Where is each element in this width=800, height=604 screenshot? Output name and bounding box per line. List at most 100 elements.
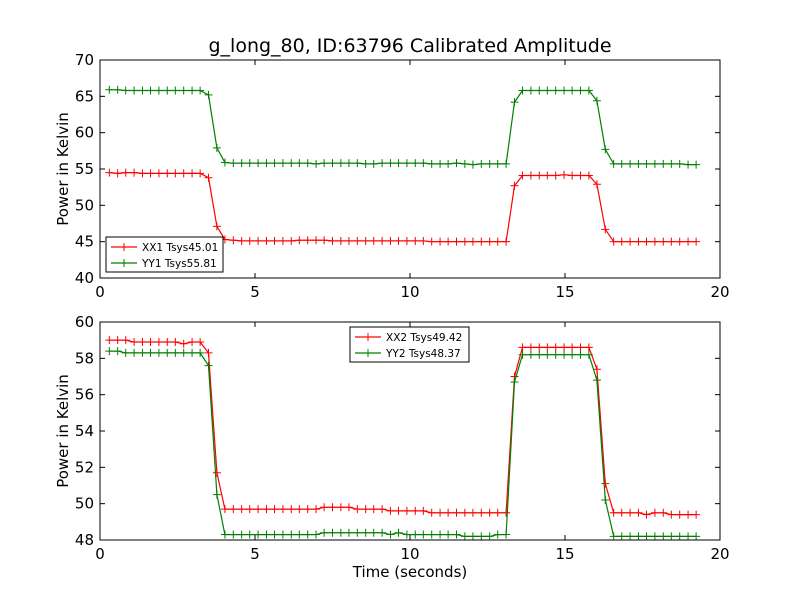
data-point (130, 168, 139, 177)
data-point (196, 348, 205, 357)
x-tick-label: 15 (555, 545, 574, 563)
data-point (667, 159, 676, 168)
data-point (518, 86, 527, 95)
data-point (295, 236, 304, 245)
data-point (163, 348, 172, 357)
data-point (138, 337, 147, 346)
data-point (344, 236, 353, 245)
data-point (386, 236, 395, 245)
data-point (510, 377, 519, 386)
x-tick-label: 10 (400, 283, 419, 301)
data-point (444, 508, 453, 517)
data-point (543, 343, 552, 352)
data-point (320, 159, 329, 168)
y-tick-label: 56 (75, 386, 94, 404)
data-point (510, 98, 519, 107)
data-point (229, 236, 238, 245)
data-point (477, 508, 486, 517)
data-point (212, 490, 221, 499)
y-tick-label: 70 (75, 51, 94, 69)
data-point (584, 343, 593, 352)
data-point (303, 159, 312, 168)
data-point (526, 171, 535, 180)
data-point (212, 222, 221, 231)
data-point (560, 170, 569, 179)
y-tick-label: 60 (75, 313, 94, 331)
chart-title: g_long_80, ID:63796 Calibrated Amplitude (208, 35, 611, 57)
data-point (436, 508, 445, 517)
data-point (171, 348, 180, 357)
data-point (576, 86, 585, 95)
x-tick-label: 0 (95, 283, 105, 301)
data-point (460, 532, 469, 541)
data-point (154, 348, 163, 357)
data-point (196, 169, 205, 178)
data-point (493, 530, 502, 539)
legend-label: XX1 Tsys45.01 (142, 242, 218, 254)
series-line-1 (109, 339, 697, 516)
data-point (543, 350, 552, 359)
data-point (138, 348, 147, 357)
data-point (146, 169, 155, 178)
data-point (692, 160, 701, 169)
data-point (179, 86, 188, 95)
data-point (229, 505, 238, 514)
data-point (336, 528, 345, 537)
data-point (560, 350, 569, 359)
data-point (188, 337, 197, 346)
y-tick-label: 65 (75, 87, 94, 105)
data-point (105, 85, 114, 94)
data-point (535, 343, 544, 352)
data-point (543, 171, 552, 180)
data-point (270, 530, 279, 539)
data-point (675, 237, 684, 246)
data-point (320, 528, 329, 537)
data-point (675, 532, 684, 541)
data-point (121, 336, 130, 345)
data-point (609, 237, 618, 246)
data-point (394, 528, 403, 537)
data-point (411, 236, 420, 245)
legend-label: YY1 Tsys55.81 (141, 258, 217, 270)
data-point (130, 348, 139, 357)
data-point (113, 347, 122, 356)
data-point (592, 376, 601, 385)
y-tick-label: 58 (75, 349, 94, 367)
data-point (626, 237, 635, 246)
data-point (560, 86, 569, 95)
x-tick-label: 10 (400, 545, 419, 563)
legend: XX1 Tsys45.01 YY1 Tsys55.81 (105, 236, 224, 273)
data-point (493, 508, 502, 517)
data-point (361, 236, 370, 245)
data-point (634, 532, 643, 541)
data-point (535, 171, 544, 180)
legend: XX2 Tsys49.42 YY2 Tsys48.37 (349, 326, 470, 363)
data-point (485, 508, 494, 517)
data-point (386, 530, 395, 539)
series-line-2 (109, 350, 697, 538)
data-point (601, 479, 610, 488)
data-point (204, 348, 213, 357)
y-tick-label: 48 (75, 531, 94, 549)
y-tick-label: 55 (75, 160, 94, 178)
data-point (303, 505, 312, 514)
data-point (675, 159, 684, 168)
data-point (402, 506, 411, 515)
data-point (427, 159, 436, 168)
data-point (312, 505, 321, 514)
data-point (204, 173, 213, 182)
data-point (188, 169, 197, 178)
data-point (146, 348, 155, 357)
data-point (452, 159, 461, 168)
data-point (204, 361, 213, 370)
data-point (634, 508, 643, 517)
data-point (245, 505, 254, 514)
data-point (179, 169, 188, 178)
data-point (477, 159, 486, 168)
legend-label: XX2 Tsys49.42 (386, 332, 462, 344)
data-point (609, 532, 618, 541)
data-point (502, 508, 511, 517)
data-point (502, 159, 511, 168)
data-point (394, 159, 403, 168)
data-point (378, 236, 387, 245)
